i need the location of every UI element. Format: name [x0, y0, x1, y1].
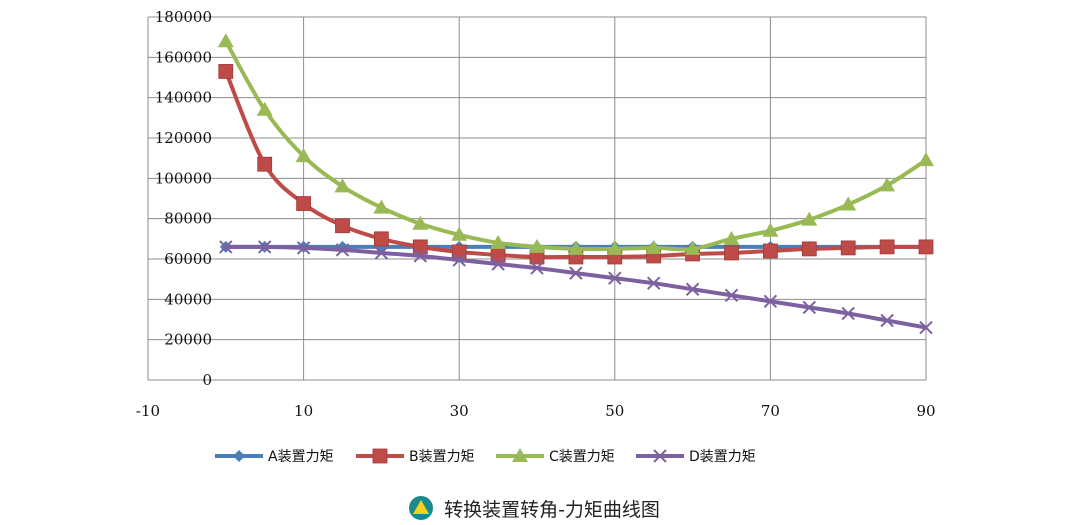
y-tick-label: 100000 [155, 169, 212, 187]
x-axis-ticks: -10 10 30 50 70 90 [136, 402, 936, 420]
data-point [296, 241, 311, 255]
data-point [840, 196, 857, 211]
data-point [491, 257, 505, 271]
data-point [724, 245, 739, 261]
x-tick-label: 90 [916, 402, 935, 420]
legend-label: A装置力矩 [268, 449, 334, 465]
data-point [530, 261, 544, 275]
data-point [374, 246, 389, 260]
data-point [801, 241, 817, 257]
series-c [217, 33, 934, 255]
legend-marker [653, 449, 667, 463]
legend-item: A装置力矩 [215, 449, 334, 465]
data-point [217, 33, 234, 48]
data-point [763, 243, 778, 259]
data-point [451, 244, 467, 260]
data-point [919, 320, 933, 335]
legend-item: C装置力矩 [496, 448, 615, 465]
data-point [529, 238, 545, 253]
legend-label: C装置力矩 [549, 449, 615, 465]
legend-label: D装置力矩 [689, 449, 756, 465]
data-point [801, 211, 818, 226]
data-point [685, 282, 700, 296]
data-point [256, 101, 273, 116]
data-point [452, 253, 466, 267]
data-point [567, 240, 584, 255]
legend-label: B装置力矩 [409, 449, 475, 465]
data-point [763, 294, 778, 309]
data-point [335, 218, 350, 234]
data-point [841, 306, 855, 321]
caption-text: 转换装置转角-力矩曲线图 [444, 498, 660, 521]
y-axis-ticks: 0 20000 40000 60000 80000 100000 120000 140000 1… [155, 8, 212, 389]
x-tick-label: -10 [136, 402, 160, 420]
chart-grid [147, 16, 927, 381]
data-point [684, 240, 701, 255]
data-point [257, 240, 272, 254]
series-line [223, 70, 927, 260]
data-point [569, 266, 583, 280]
y-tick-label: 140000 [155, 89, 212, 107]
data-point [413, 249, 428, 263]
data-point [608, 271, 622, 285]
yellow-triangle-in-teal-circle-icon [409, 496, 434, 520]
data-point [840, 240, 856, 256]
data-point [606, 240, 623, 255]
data-point [219, 240, 233, 254]
series-d [219, 240, 933, 335]
y-tick-label: 80000 [164, 210, 212, 228]
data-point [296, 196, 312, 211]
data-point [373, 231, 389, 247]
y-tick-label: 20000 [164, 331, 212, 349]
data-point [490, 234, 507, 249]
data-point [451, 226, 468, 241]
data-point [334, 178, 351, 193]
data-point [257, 156, 273, 172]
chart-legend: A装置力矩 B装置力矩 C装置力矩 D装置力矩 [215, 448, 756, 465]
x-tick-label: 30 [450, 402, 469, 420]
data-point [918, 239, 934, 255]
data-point [724, 288, 739, 303]
x-tick-label: 70 [761, 402, 780, 420]
y-tick-label: 160000 [155, 48, 212, 66]
data-point [646, 276, 661, 290]
y-tick-label: 40000 [164, 290, 212, 308]
data-point [879, 239, 895, 255]
data-point [762, 222, 779, 237]
figure-caption: 转换装置转角-力矩曲线图 [0, 494, 1068, 522]
data-point [879, 177, 896, 192]
data-point [723, 230, 740, 245]
data-point [412, 215, 429, 230]
series-b [218, 64, 934, 265]
y-tick-label: 0 [202, 371, 212, 389]
x-tick-label: 10 [294, 402, 313, 420]
y-tick-label: 180000 [155, 8, 212, 26]
chart-series [217, 33, 934, 335]
y-tick-label: 60000 [164, 250, 212, 268]
data-point [218, 64, 234, 79]
data-point [295, 148, 312, 163]
data-point [802, 300, 817, 315]
data-point [880, 313, 894, 328]
line-chart: 0 20000 40000 60000 80000 100000 120000 140000 1… [136, 8, 936, 465]
data-point [645, 239, 662, 254]
data-point [918, 152, 934, 167]
legend-marker [233, 450, 245, 462]
legend-marker [372, 448, 388, 464]
data-point [335, 243, 350, 257]
y-tick-label: 120000 [155, 129, 212, 147]
legend-item: D装置力矩 [636, 449, 756, 465]
data-point [412, 239, 428, 255]
data-point [373, 199, 390, 214]
x-tick-label: 50 [605, 402, 624, 420]
legend-item: B装置力矩 [356, 448, 475, 465]
legend-marker [512, 448, 528, 462]
